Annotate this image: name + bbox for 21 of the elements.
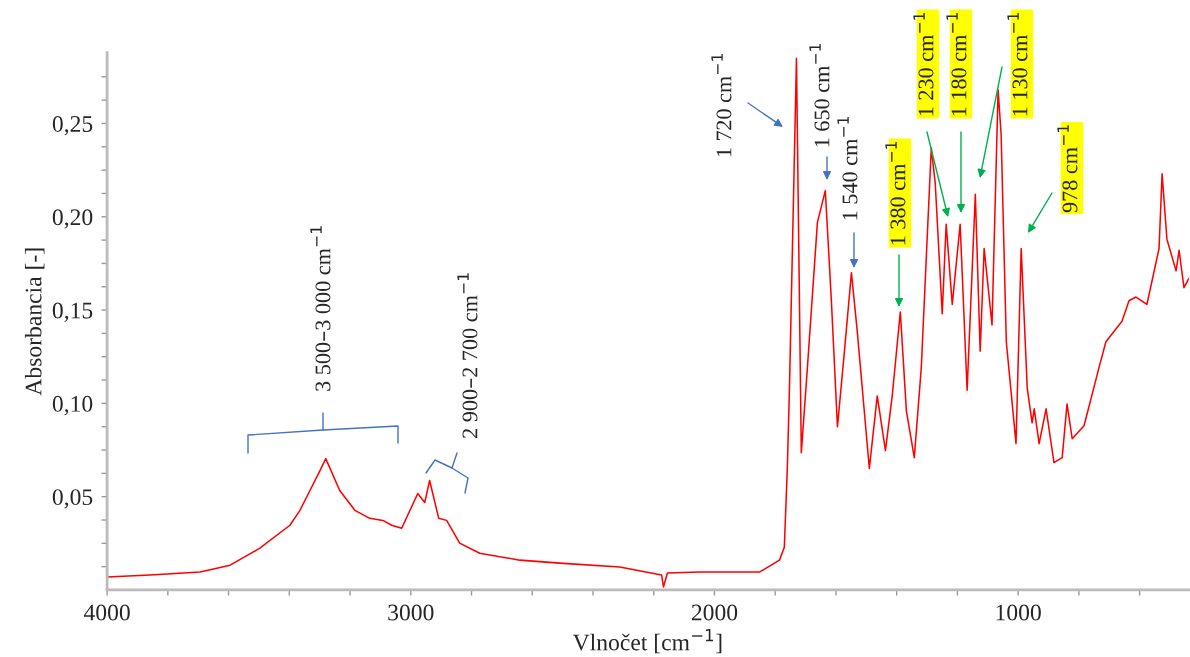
y-tick-label: 0,05 [52,489,93,509]
annotation: 1 230 cm$^{−1}$ [913,12,934,116]
x-tick-label: 4000 [83,604,130,621]
x-tick-label: 3000 [388,604,434,621]
annotation: 1 380 cm$^{−1}$ [885,141,906,245]
x-tick-label: 1000 [996,604,1041,621]
annotation: 3 500–3 000 cm$^{−1}$ [310,226,331,391]
annotation: 978 cm$^{−1}$ [1057,125,1078,213]
annotation: 1 130 cm$^{−1}$ [1007,12,1028,116]
y-axis-title: Absorbancia [-] [24,248,45,396]
annotation: 2 900–2 700 cm$^{−1}$ [457,273,478,438]
annotation: 1 540 cm$^{−1}$ [837,116,858,220]
annotation: 1 180 cm$^{−1}$ [946,12,967,116]
annotation: 1 650 cm$^{−1}$ [809,43,830,147]
x-tick-label: 2000 [691,604,738,621]
y-tick-label: 0,25 [52,115,93,136]
x-axis-title: Vlnočet [cm$^{−1}$] [572,629,722,654]
y-tick-label: 0,15 [52,302,93,322]
y-tick-label: 0,10 [52,395,93,416]
y-tick-label: 0,20 [52,209,93,229]
annotation: 1 720 cm$^{−1}$ [711,54,732,157]
